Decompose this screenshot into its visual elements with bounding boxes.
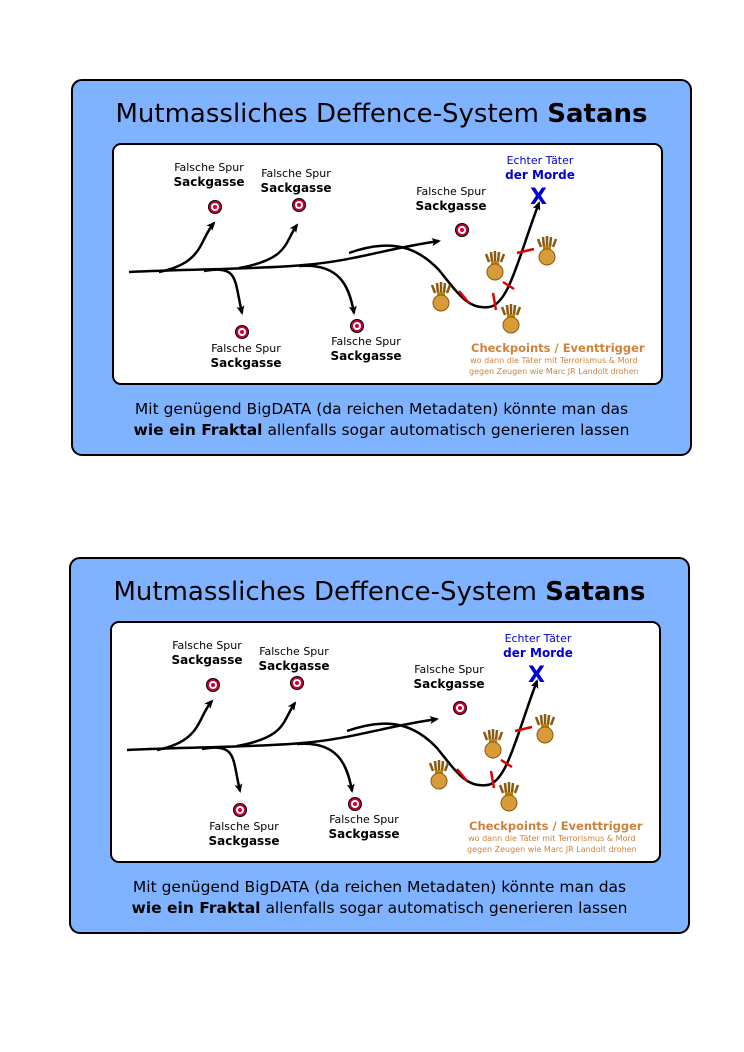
- card-title: Mutmassliches Deffence-System Satans: [115, 99, 648, 129]
- path-diagram: [128, 198, 558, 339]
- branch-path: [158, 221, 216, 274]
- dead-end-label: Falsche Spur Sackgasse: [210, 342, 282, 370]
- target-icons: [206, 676, 467, 817]
- diagram-card-2: Mutmassliches Deffence-System Satans: [69, 557, 690, 934]
- dead-end-label: Falsche Spur Sackgasse: [415, 185, 487, 213]
- card-footer: Mit genügend BigDATA (da reichen Metadat…: [131, 878, 628, 917]
- checkpoints-title: Checkpoints / Eventtrigger: [469, 819, 643, 833]
- branch-path: [236, 701, 297, 748]
- dead-end-label: Falsche Spur Sackgasse: [260, 167, 332, 195]
- diagram-panel: Falsche Spur Sackgasse Falsche Spur Sackga…: [110, 621, 661, 863]
- card-footer: Mit genügend BigDATA (da reichen Metadat…: [133, 400, 630, 439]
- branch-path: [298, 264, 357, 315]
- branch-path: [203, 268, 245, 315]
- dead-end-label: Falsche Spur Sackgasse: [328, 813, 400, 841]
- branch-path: [238, 223, 299, 270]
- diagram-panel: Falsche Spur Sackgasse Falsche Spur Sackga…: [112, 143, 663, 385]
- dead-end-label: Falsche Spur Sackgasse: [173, 161, 245, 189]
- path-diagram: [126, 676, 556, 817]
- real-perpetrator-label: Echter Täter der Morde: [503, 632, 573, 660]
- branch-path: [156, 699, 214, 752]
- grenade-icons: [428, 714, 556, 812]
- dead-end-label: Falsche Spur Sackgasse: [330, 335, 402, 363]
- barrier-icons: [456, 725, 533, 789]
- checkpoints-title: Checkpoints / Eventtrigger: [471, 341, 645, 355]
- grenade-icons: [430, 236, 558, 334]
- branch-path: [296, 742, 355, 793]
- branch-path: [201, 746, 243, 793]
- card-title: Mutmassliches Deffence-System Satans: [113, 577, 646, 607]
- dead-end-label: Falsche Spur Sackgasse: [413, 663, 485, 691]
- barrier-icons: [458, 247, 535, 311]
- checkpoints-description: wo dann die Täter mit Terrorismus & Mord…: [469, 356, 639, 376]
- dead-end-label: Falsche Spur Sackgasse: [208, 820, 280, 848]
- diagram-card-1: Mutmassliches Deffence-System Satans: [71, 79, 692, 456]
- target-icons: [208, 198, 469, 339]
- dead-end-label: Falsche Spur Sackgasse: [171, 639, 243, 667]
- target-x-mark: X: [530, 185, 547, 210]
- dead-end-label: Falsche Spur Sackgasse: [258, 645, 330, 673]
- checkpoints-description: wo dann die Täter mit Terrorismus & Mord…: [467, 834, 637, 854]
- target-x-mark: X: [528, 663, 545, 688]
- real-perpetrator-label: Echter Täter der Morde: [505, 154, 575, 182]
